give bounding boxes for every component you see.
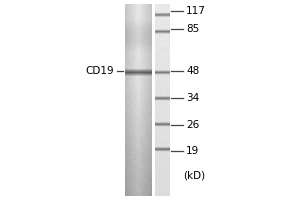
Text: 117: 117 (186, 6, 206, 16)
Text: 48: 48 (186, 66, 199, 76)
Text: 19: 19 (186, 146, 199, 156)
Text: CD19: CD19 (85, 66, 114, 76)
Text: (kD): (kD) (183, 171, 205, 181)
Text: 85: 85 (186, 24, 199, 34)
Text: 34: 34 (186, 93, 199, 103)
Text: 26: 26 (186, 120, 199, 130)
